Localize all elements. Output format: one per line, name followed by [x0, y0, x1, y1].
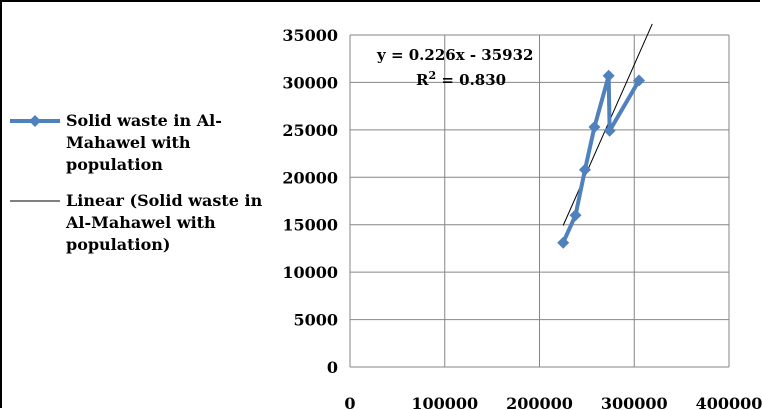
data-point [578, 163, 591, 176]
data-point [588, 121, 601, 134]
series-layer [557, 69, 645, 249]
gridlines [349, 34, 730, 368]
y-tick-label: 20000 [282, 168, 338, 187]
y-tick-label: 10000 [282, 263, 338, 282]
y-tick-label: 35000 [282, 26, 338, 45]
y-tick-label: 5000 [293, 311, 338, 330]
tick-labels: 0 5000 10000 15000 20000 25000 30000 35000 0 1000… [282, 26, 762, 410]
data-point [557, 236, 570, 249]
x-tick-label: 400000 [696, 394, 762, 410]
trendline-r-squared: R2 = 0.830 [416, 69, 506, 89]
x-tick-label: 0 [344, 394, 355, 410]
x-tick-label: 300000 [601, 394, 668, 410]
legend: Solid waste in Al-Mahawel with populatio… [8, 110, 278, 270]
legend-entry-trendline: Linear (Solid waste in Al-Mahawel with p… [8, 190, 278, 256]
y-tick-label: 15000 [282, 216, 338, 235]
data-point [603, 124, 616, 137]
data-point [632, 74, 645, 87]
legend-label-trendline: Linear (Solid waste in Al-Mahawel with p… [66, 191, 263, 254]
y-tick-label: 0 [327, 358, 338, 377]
legend-line-icon [10, 200, 60, 202]
legend-label-series: Solid waste in Al-Mahawel with populatio… [66, 111, 222, 174]
y-tick-label: 30000 [282, 73, 338, 92]
trendline-equation: y = 0.226x - 35932 [376, 46, 534, 64]
legend-entry-series: Solid waste in Al-Mahawel with populatio… [8, 110, 278, 176]
y-tick-label: 25000 [282, 121, 338, 140]
data-point [602, 69, 615, 82]
x-tick-label: 100000 [411, 394, 478, 410]
x-tick-label: 200000 [506, 394, 573, 410]
legend-marker-diamond-icon [10, 115, 60, 127]
data-point [569, 209, 582, 222]
